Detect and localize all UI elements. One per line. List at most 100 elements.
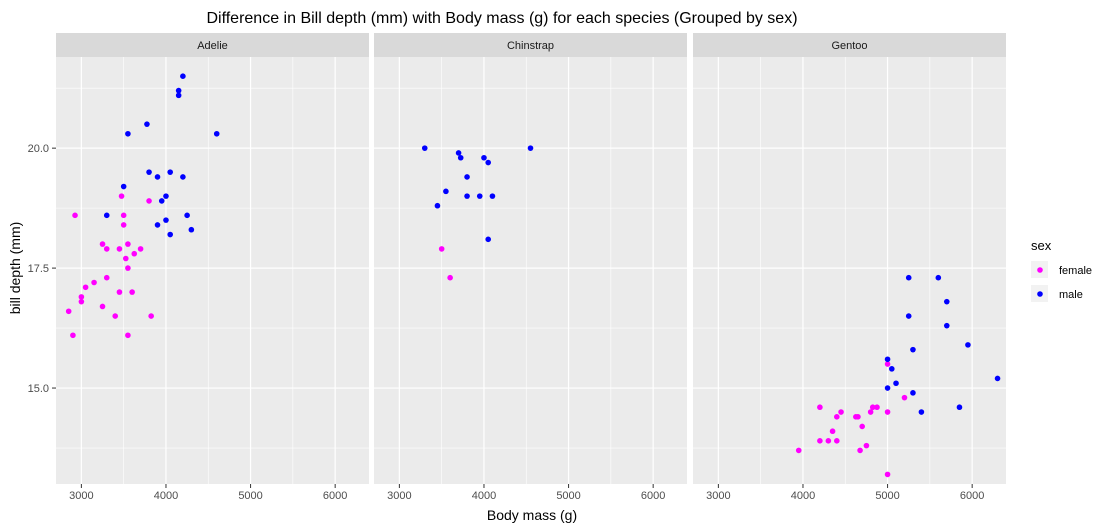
facet-strip-label: Gentoo <box>831 40 867 52</box>
legend-label-male: male <box>1059 289 1083 301</box>
point-female <box>817 404 823 411</box>
point-male <box>421 145 428 151</box>
point-female <box>817 438 823 444</box>
panel-background <box>56 57 369 484</box>
point-female <box>834 414 840 420</box>
point-female <box>137 246 144 252</box>
point-female <box>884 361 891 367</box>
facet-panels: Adelie 3000 4000 5000 6000 Chinstrap 3000 4000 5… <box>56 33 1006 502</box>
facet-strip <box>56 33 369 57</box>
legend: sex female male <box>1031 238 1092 302</box>
x-tick-label: 4000 <box>472 490 496 502</box>
point-male <box>464 193 470 199</box>
facet-strip-label: Adelie <box>197 40 228 52</box>
point-male <box>935 274 942 281</box>
point-female <box>91 279 97 286</box>
facet-panel-chinstrap: Chinstrap 3000 4000 5000 6000 <box>374 33 687 502</box>
y-tick-label: 20.0 <box>28 143 49 155</box>
point-female <box>103 246 110 252</box>
point-male <box>994 375 1001 382</box>
x-tick-label: 3000 <box>706 490 730 502</box>
y-axis: 15.0 17.5 20.0 <box>28 143 56 395</box>
point-female <box>884 471 891 478</box>
point-male <box>905 313 912 319</box>
point-male <box>163 217 169 223</box>
y-tick-label: 17.5 <box>28 263 49 275</box>
point-male <box>175 87 182 94</box>
point-male <box>884 356 891 363</box>
point-female <box>78 294 85 300</box>
point-male <box>910 390 916 396</box>
point-male <box>146 169 152 175</box>
panel-background <box>693 57 1006 484</box>
point-male <box>455 150 462 156</box>
point-female <box>867 409 874 415</box>
point-female <box>825 438 832 444</box>
facet-panel-adelie: Adelie 3000 4000 5000 6000 <box>56 33 369 502</box>
point-male <box>918 409 925 415</box>
point-male <box>527 145 534 151</box>
y-axis-title: bill depth (mm) <box>7 222 23 315</box>
point-male <box>154 174 161 180</box>
point-female <box>125 332 131 339</box>
point-male <box>481 154 487 161</box>
facet-strip <box>374 33 687 57</box>
point-female <box>146 198 152 204</box>
legend-swatch-female <box>1037 267 1043 273</box>
point-female <box>834 438 840 444</box>
legend-label-female: female <box>1059 265 1092 277</box>
point-male <box>485 159 492 166</box>
x-tick-label: 6000 <box>323 490 347 502</box>
point-female <box>884 409 891 415</box>
point-male <box>489 193 496 199</box>
point-male <box>943 322 950 329</box>
point-female <box>874 404 880 411</box>
x-tick-label: 5000 <box>556 490 580 502</box>
point-male <box>120 183 127 190</box>
point-female <box>118 193 125 199</box>
point-female <box>438 246 445 252</box>
point-male <box>965 342 971 348</box>
point-female <box>901 394 908 401</box>
point-male <box>905 274 912 281</box>
point-female <box>72 212 78 219</box>
point-male <box>434 202 441 209</box>
point-female <box>863 442 870 449</box>
point-female <box>103 274 110 281</box>
point-male <box>154 222 161 228</box>
point-female <box>70 332 76 339</box>
x-tick-label: 6000 <box>641 490 665 502</box>
point-female <box>99 241 106 247</box>
point-male <box>184 212 190 219</box>
point-female <box>857 447 863 454</box>
point-male <box>443 188 449 195</box>
point-male <box>180 73 186 79</box>
point-female <box>99 303 106 310</box>
point-male <box>884 385 891 391</box>
point-male <box>103 212 110 219</box>
point-female <box>795 447 802 454</box>
chart-title: Difference in Bill depth (mm) with Body … <box>206 10 797 27</box>
point-male <box>956 404 963 411</box>
point-male <box>943 298 950 305</box>
x-tick-label: 5000 <box>875 490 899 502</box>
x-tick-label: 3000 <box>387 490 411 502</box>
point-male <box>910 346 916 353</box>
x-axis-title: Body mass (g) <box>487 507 577 523</box>
point-male <box>888 366 895 372</box>
x-tick-label: 5000 <box>238 490 262 502</box>
x-tick-label: 6000 <box>960 490 984 502</box>
point-male <box>213 130 220 137</box>
point-male <box>167 231 174 238</box>
point-male <box>163 193 169 199</box>
point-female <box>829 428 836 435</box>
point-male <box>457 154 464 161</box>
point-male <box>464 174 470 180</box>
point-male <box>144 121 150 127</box>
legend-swatch-male <box>1037 291 1043 297</box>
point-male <box>180 174 186 180</box>
facet-strip-label: Chinstrap <box>507 40 554 52</box>
point-male <box>158 198 165 204</box>
point-female <box>131 250 138 257</box>
